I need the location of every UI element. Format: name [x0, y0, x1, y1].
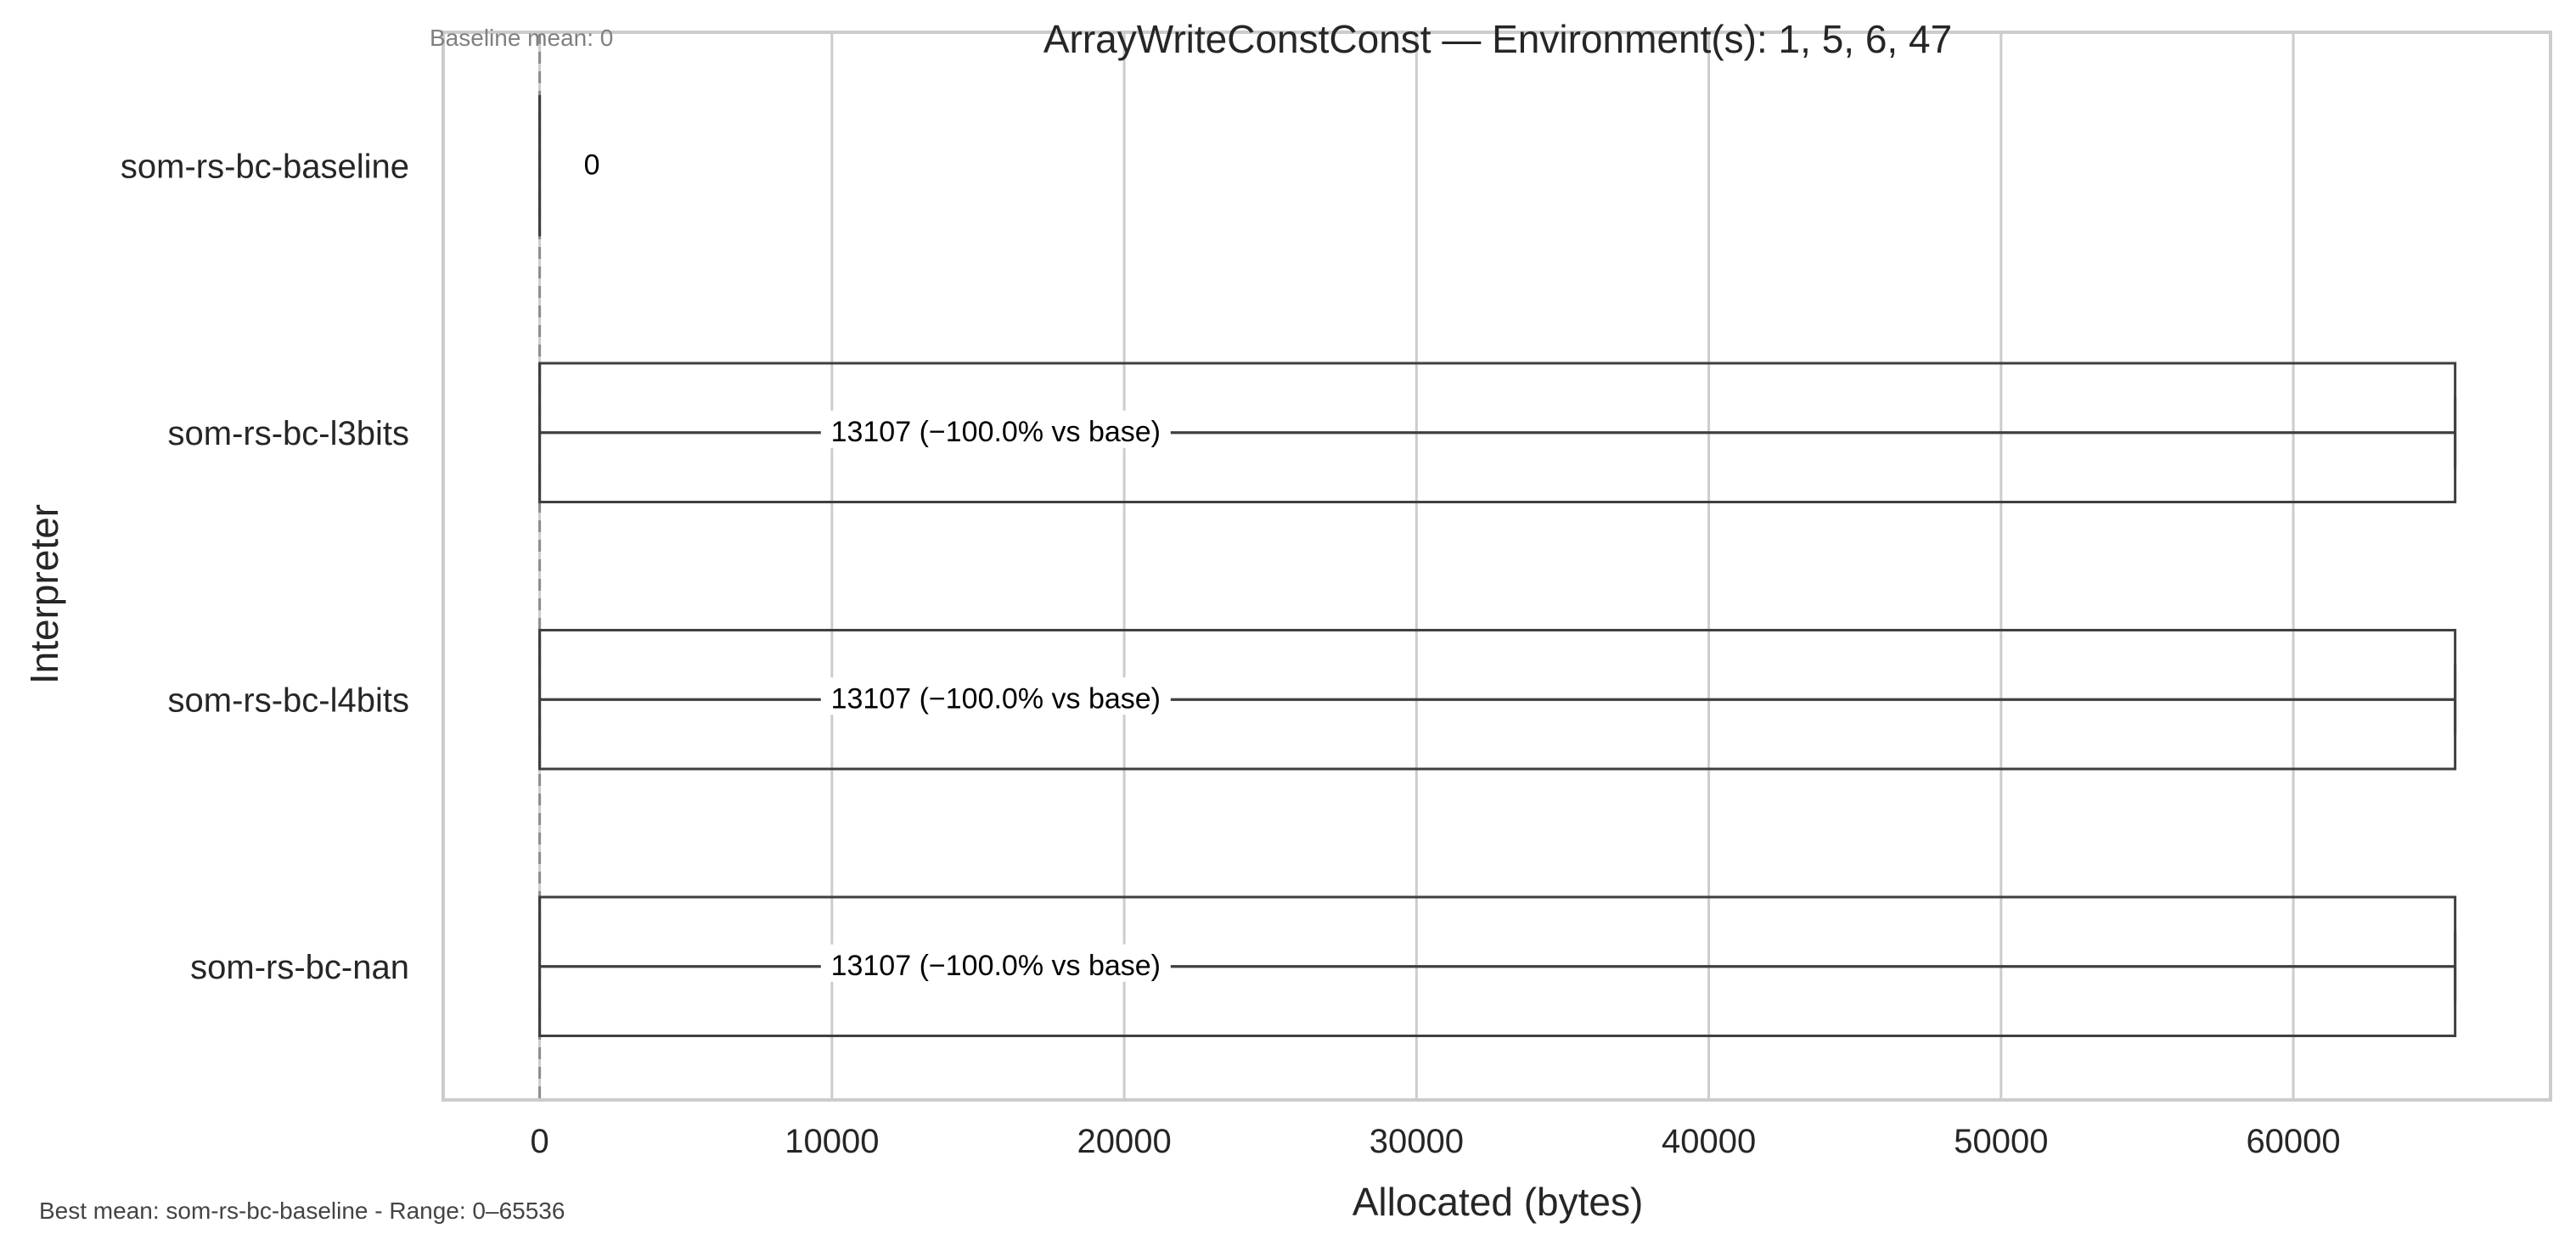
x-tick-label-40000: 40000 [1662, 1123, 1756, 1160]
x-tick-label-60000: 60000 [2246, 1123, 2340, 1160]
best-mean-note: Best mean: som-rs-bc-baseline - Range: 0… [39, 1198, 565, 1224]
x-tick-labels: 0 10000 20000 30000 40000 50000 60000 [530, 1123, 2340, 1160]
grid-lines [538, 32, 2295, 1100]
data-labels: 0 13107 (−100.0% vs base) 13107 (−100.0% v… [584, 149, 1171, 982]
x-tick-label-0: 0 [530, 1123, 548, 1160]
box-plots [538, 94, 2457, 1038]
data-label-som-rs-bc-nan: 13107 (−100.0% vs base) [831, 950, 1161, 982]
x-tick-label-10000: 10000 [785, 1123, 879, 1160]
chart-title: ArrayWriteConstConst — Environment(s): 1… [1043, 17, 1952, 61]
y-axis-label: Interpreter [22, 504, 66, 684]
data-label-bg-som-rs-bc-nan [820, 944, 1171, 982]
y-tick-label-som-rs-bc-baseline: som-rs-bc-baseline [121, 148, 409, 185]
data-label-som-rs-bc-baseline: 0 [584, 149, 600, 181]
y-tick-label-som-rs-bc-nan: som-rs-bc-nan [190, 949, 409, 986]
x-axis-label: Allocated (bytes) [1353, 1180, 1644, 1224]
y-tick-label-som-rs-bc-l3bits: som-rs-bc-l3bits [168, 415, 409, 452]
baseline-mean-note: Baseline mean: 0 [430, 25, 613, 51]
data-label-som-rs-bc-l3bits: 13107 (−100.0% vs base) [831, 416, 1161, 448]
data-label-som-rs-bc-l4bits: 13107 (−100.0% vs base) [831, 682, 1161, 715]
y-tick-label-som-rs-bc-l4bits: som-rs-bc-l4bits [168, 682, 409, 719]
data-label-bg-som-rs-bc-l3bits [820, 410, 1171, 448]
x-tick-label-30000: 30000 [1370, 1123, 1464, 1160]
x-tick-label-50000: 50000 [1954, 1123, 2048, 1160]
y-tick-labels: som-rs-bc-baseline som-rs-bc-l3bits som-rs… [121, 148, 409, 986]
data-label-bg-som-rs-bc-l4bits [820, 677, 1171, 715]
x-tick-label-20000: 20000 [1077, 1123, 1171, 1160]
plot-frame [442, 31, 2552, 1102]
